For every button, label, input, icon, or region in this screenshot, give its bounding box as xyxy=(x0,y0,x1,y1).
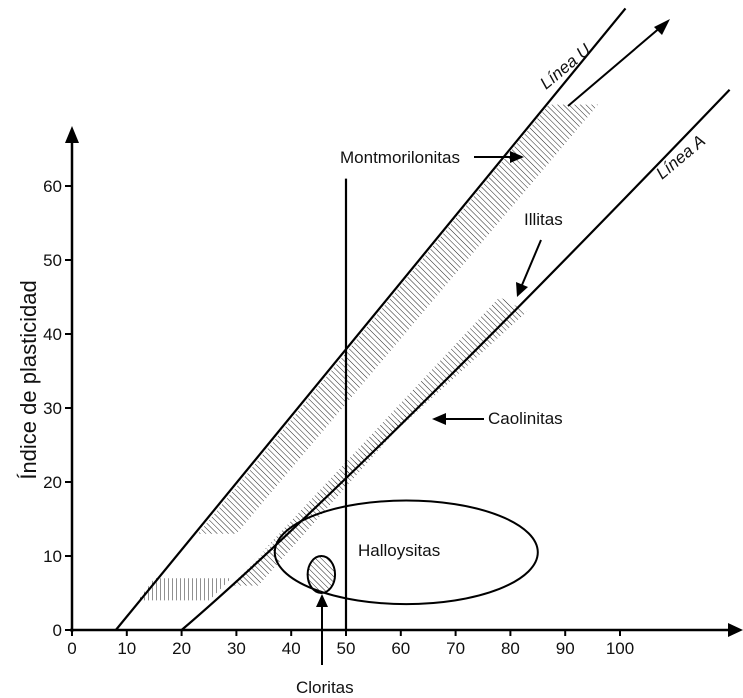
cloritas-arrow-icon xyxy=(316,594,328,607)
y-tick-label: 30 xyxy=(43,399,62,418)
x-tick-label: 70 xyxy=(446,639,465,658)
label-linea-u: Línea U xyxy=(536,40,594,93)
y-tick-label: 50 xyxy=(43,251,62,270)
label-caolinitas: Caolinitas xyxy=(488,409,563,428)
montmorilonitas-arrow-icon xyxy=(510,151,524,163)
x-tick-label: 50 xyxy=(337,639,356,658)
y-tick-label: 60 xyxy=(43,177,62,196)
y-axis-arrow-icon xyxy=(65,126,79,143)
label-montmorilonitas: Montmorilonitas xyxy=(340,148,460,167)
line-l-nea-u xyxy=(114,7,627,631)
y-axis-label: Índice de plasticidad xyxy=(16,280,41,479)
illitas-arrow-icon xyxy=(516,282,528,297)
x-tick-label: 20 xyxy=(172,639,191,658)
region-band xyxy=(137,578,231,601)
regions xyxy=(137,104,599,606)
line-l-nea-a xyxy=(180,89,731,631)
region-montmorilonitas xyxy=(198,104,599,534)
region-halloysitas xyxy=(273,499,539,606)
x-tick-label: 0 xyxy=(67,639,76,658)
illitas-pointer xyxy=(521,239,542,286)
x-axis-arrow-icon xyxy=(728,623,743,637)
label-halloysitas: Halloysitas xyxy=(358,541,440,560)
y-tick-label: 20 xyxy=(43,473,62,492)
caolinitas-arrow-icon xyxy=(432,413,446,425)
region-cloritas xyxy=(306,555,337,594)
x-tick-label: 30 xyxy=(227,639,246,658)
x-tick-label: 40 xyxy=(282,639,301,658)
x-tick-label: 10 xyxy=(117,639,136,658)
label-linea-a: Línea A xyxy=(652,131,709,183)
axis-ticks: 0 10 20 30 40 50 60 70 80 90 100 0 10 20 30 40 50 60 xyxy=(43,177,634,658)
label-illitas: Illitas xyxy=(524,210,563,229)
y-tick-label: 0 xyxy=(53,621,62,640)
extension-arrow-icon xyxy=(654,19,670,35)
x-tick-label: 80 xyxy=(501,639,520,658)
x-tick-label: 100 xyxy=(606,639,634,658)
label-cloritas: Cloritas xyxy=(296,678,354,697)
x-tick-label: 60 xyxy=(391,639,410,658)
y-tick-label: 40 xyxy=(43,325,62,344)
extension-arrow-line xyxy=(567,25,663,107)
y-tick-label: 10 xyxy=(43,547,62,566)
x-tick-label: 90 xyxy=(556,639,575,658)
chart-lines xyxy=(114,7,731,631)
